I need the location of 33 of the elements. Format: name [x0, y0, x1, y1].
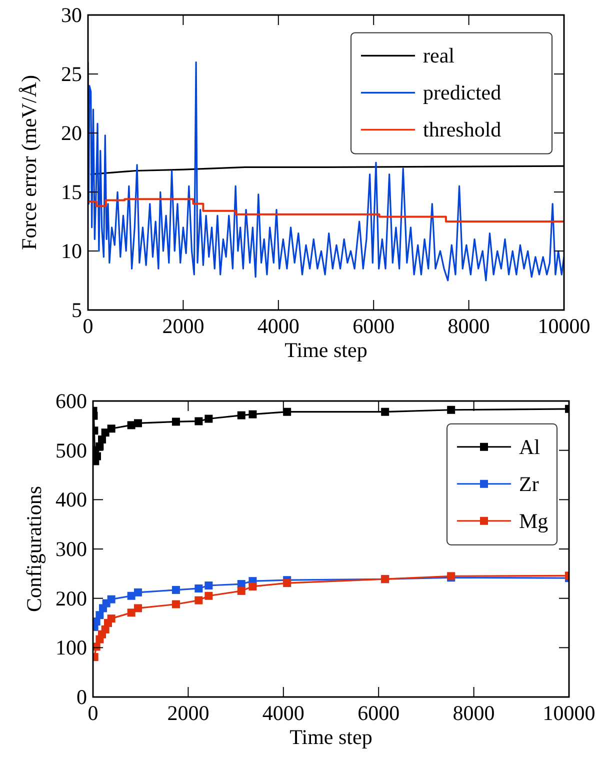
y-tick-label: 500: [56, 438, 87, 462]
y-tick-label: 10: [61, 239, 82, 263]
x-tick-label: 2000: [162, 314, 204, 338]
x-tick-label: 2000: [167, 701, 210, 725]
x-tick-label: 10000: [538, 314, 590, 338]
x-tick-label: 6000: [358, 701, 400, 725]
legend-label: real: [423, 44, 455, 68]
x-axis-title: Time step: [284, 338, 368, 362]
y-tick-label: 400: [56, 488, 87, 512]
y-axis-title: Force error (meV/Å): [17, 75, 41, 250]
y-tick-label: 30: [61, 3, 82, 27]
x-axis-title: Time step: [290, 725, 372, 749]
x-tick-label: 6000: [352, 314, 395, 338]
legend-label: predicted: [423, 80, 502, 105]
y-axis-title: Configurations: [22, 486, 46, 612]
y-tick-label: 600: [56, 389, 87, 413]
y-tick-label: 20: [61, 121, 82, 145]
legend-label: Zr: [519, 472, 539, 496]
y-tick-label: 15: [61, 180, 82, 204]
y-tick-label: 5: [72, 298, 82, 322]
y-tick-label: 100: [56, 636, 87, 660]
x-tick-label: 10000: [542, 701, 596, 725]
legend-label: threshold: [423, 118, 502, 142]
y-tick-label: 300: [56, 537, 87, 561]
y-tick-label: 200: [56, 586, 87, 610]
legend-label: Mg: [519, 508, 549, 533]
x-tick-label: 8000: [452, 701, 495, 725]
y-tick-label: 25: [61, 62, 82, 86]
y-tick-label: 0: [76, 685, 87, 709]
legend-label: Al: [519, 434, 540, 459]
x-tick-label: 4000: [262, 701, 304, 725]
x-tick-label: 8000: [448, 314, 490, 338]
x-tick-label: 4000: [257, 314, 300, 338]
